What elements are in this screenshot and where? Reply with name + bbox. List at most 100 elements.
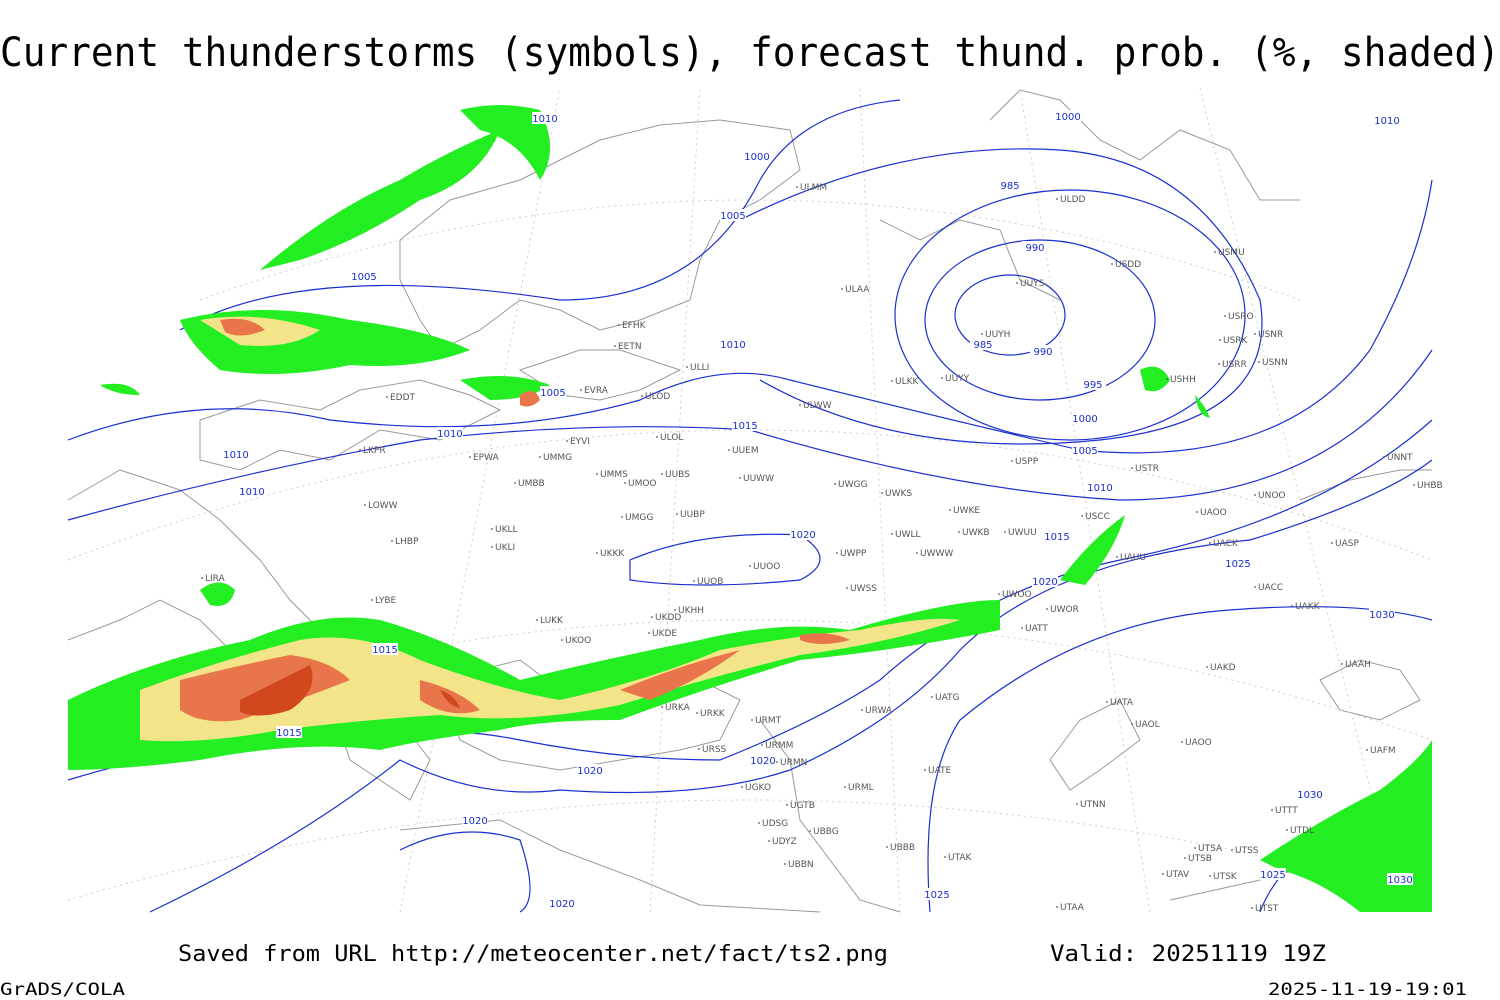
station-label: UBBN <box>788 860 814 870</box>
isobar-label: 1010 <box>1374 116 1399 127</box>
station-dot <box>674 609 676 611</box>
station-dot <box>1251 907 1253 909</box>
station-dot <box>651 616 653 618</box>
station-label: UMOO <box>628 479 657 489</box>
station-dot <box>786 804 788 806</box>
isobar-label-bg <box>970 338 996 350</box>
station-label: UAUU <box>1120 553 1146 563</box>
station-dot <box>758 822 760 824</box>
station-dot <box>846 587 848 589</box>
station-dot <box>1184 857 1186 859</box>
station-dot <box>1111 263 1113 265</box>
title: Current thunderstorms (symbols), forecas… <box>0 30 1500 76</box>
station-label: LIRA <box>205 574 226 584</box>
station-label: USRK <box>1223 336 1249 346</box>
station-dot <box>1131 723 1133 725</box>
isobar-label-bg <box>750 754 776 766</box>
station-dot <box>580 389 582 391</box>
station-label: UTST <box>1255 904 1279 914</box>
station-dot <box>596 473 598 475</box>
station-dot <box>891 533 893 535</box>
station-dot <box>1258 361 1260 363</box>
station-label: UKKK <box>600 549 625 559</box>
station-label: UTDL <box>1290 826 1314 836</box>
station-dot <box>371 599 373 601</box>
station-dot <box>1194 847 1196 849</box>
station-label: UUYH <box>985 330 1010 340</box>
isobar-label-bg <box>744 150 770 162</box>
station-dot <box>1254 586 1256 588</box>
station-dot <box>741 786 743 788</box>
station-dot <box>1271 809 1273 811</box>
stations: ULMM ULDD USDD USMU UUYS ULAA EFHK EETN UUYH USRO… <box>201 183 1443 914</box>
station-label: UTAK <box>948 853 973 863</box>
station-label: LUKK <box>540 616 564 626</box>
isobar-label-bg <box>1297 788 1323 800</box>
station-label: UMGG <box>625 513 653 523</box>
station-dot <box>941 377 943 379</box>
station-dot <box>1413 484 1415 486</box>
station-label: ULKK <box>895 377 920 387</box>
isobar-label: 1015 <box>372 645 397 656</box>
station-label: LKPR <box>363 446 386 456</box>
isobar-label: 1020 <box>790 530 815 541</box>
station-label: UKDE <box>652 629 677 639</box>
station-label: UMMS <box>600 470 628 480</box>
station-label: UKOO <box>565 636 591 646</box>
station-dot <box>1366 749 1368 751</box>
station-dot <box>1231 849 1233 851</box>
station-label: UACC <box>1258 583 1283 593</box>
station-dot <box>799 404 801 406</box>
station-label: UWOR <box>1050 605 1079 615</box>
station-label: UUYY <box>945 374 970 384</box>
station-label: UWWW <box>920 549 953 559</box>
isobar-label: 1025 <box>924 890 949 901</box>
station-dot <box>491 546 493 548</box>
station-dot <box>1056 198 1058 200</box>
station-label: UUBP <box>680 510 705 520</box>
station-label: UTAV <box>1166 870 1190 880</box>
station-dot <box>1011 460 1013 462</box>
station-label: UTSB <box>1188 854 1212 864</box>
station-label: ULWW <box>803 401 832 411</box>
isobar-label-bg <box>239 485 265 497</box>
station-dot <box>1383 456 1385 458</box>
isobar-label-bg <box>1044 530 1070 542</box>
station-label: ULOD <box>645 392 670 402</box>
station-label: UATG <box>935 693 960 703</box>
isobar-label: 1030 <box>1369 610 1394 621</box>
station-label: UUOO <box>753 562 780 572</box>
station-dot <box>1331 542 1333 544</box>
station-dot <box>391 540 393 542</box>
station-label: UATE <box>928 766 952 776</box>
isobar-label: 1010 <box>532 114 557 125</box>
station-dot <box>1206 666 1208 668</box>
station-dot <box>1181 741 1183 743</box>
station-label: UAKK <box>1295 602 1321 612</box>
station-label: UMMG <box>543 453 572 463</box>
isobar-label: 1005 <box>1072 446 1097 457</box>
station-label: EYVI <box>570 437 590 447</box>
isobar-label: 985 <box>1000 181 1019 192</box>
station-dot <box>916 552 918 554</box>
station-label: URKK <box>700 709 726 719</box>
station-dot <box>614 345 616 347</box>
isobar-label: 1015 <box>1044 532 1069 543</box>
station-dot <box>698 748 700 750</box>
station-label: UATA <box>1110 698 1134 708</box>
station-label: UTSA <box>1198 844 1223 854</box>
station-label: URWA <box>865 706 893 716</box>
station-label: UUOB <box>697 577 723 587</box>
station-dot <box>386 396 388 398</box>
station-dot <box>949 509 951 511</box>
station-label: UASP <box>1335 539 1359 549</box>
station-dot <box>1218 363 1220 365</box>
isobar-label: 1020 <box>462 816 487 827</box>
isobar-label-bg <box>1080 378 1106 390</box>
station-label: UTTT <box>1275 806 1298 816</box>
isobar-label-bg <box>1225 557 1251 569</box>
station-label: UWOO <box>1002 590 1032 600</box>
station-dot <box>1046 608 1048 610</box>
station-dot <box>536 619 538 621</box>
station-label: UMBB <box>518 479 545 489</box>
